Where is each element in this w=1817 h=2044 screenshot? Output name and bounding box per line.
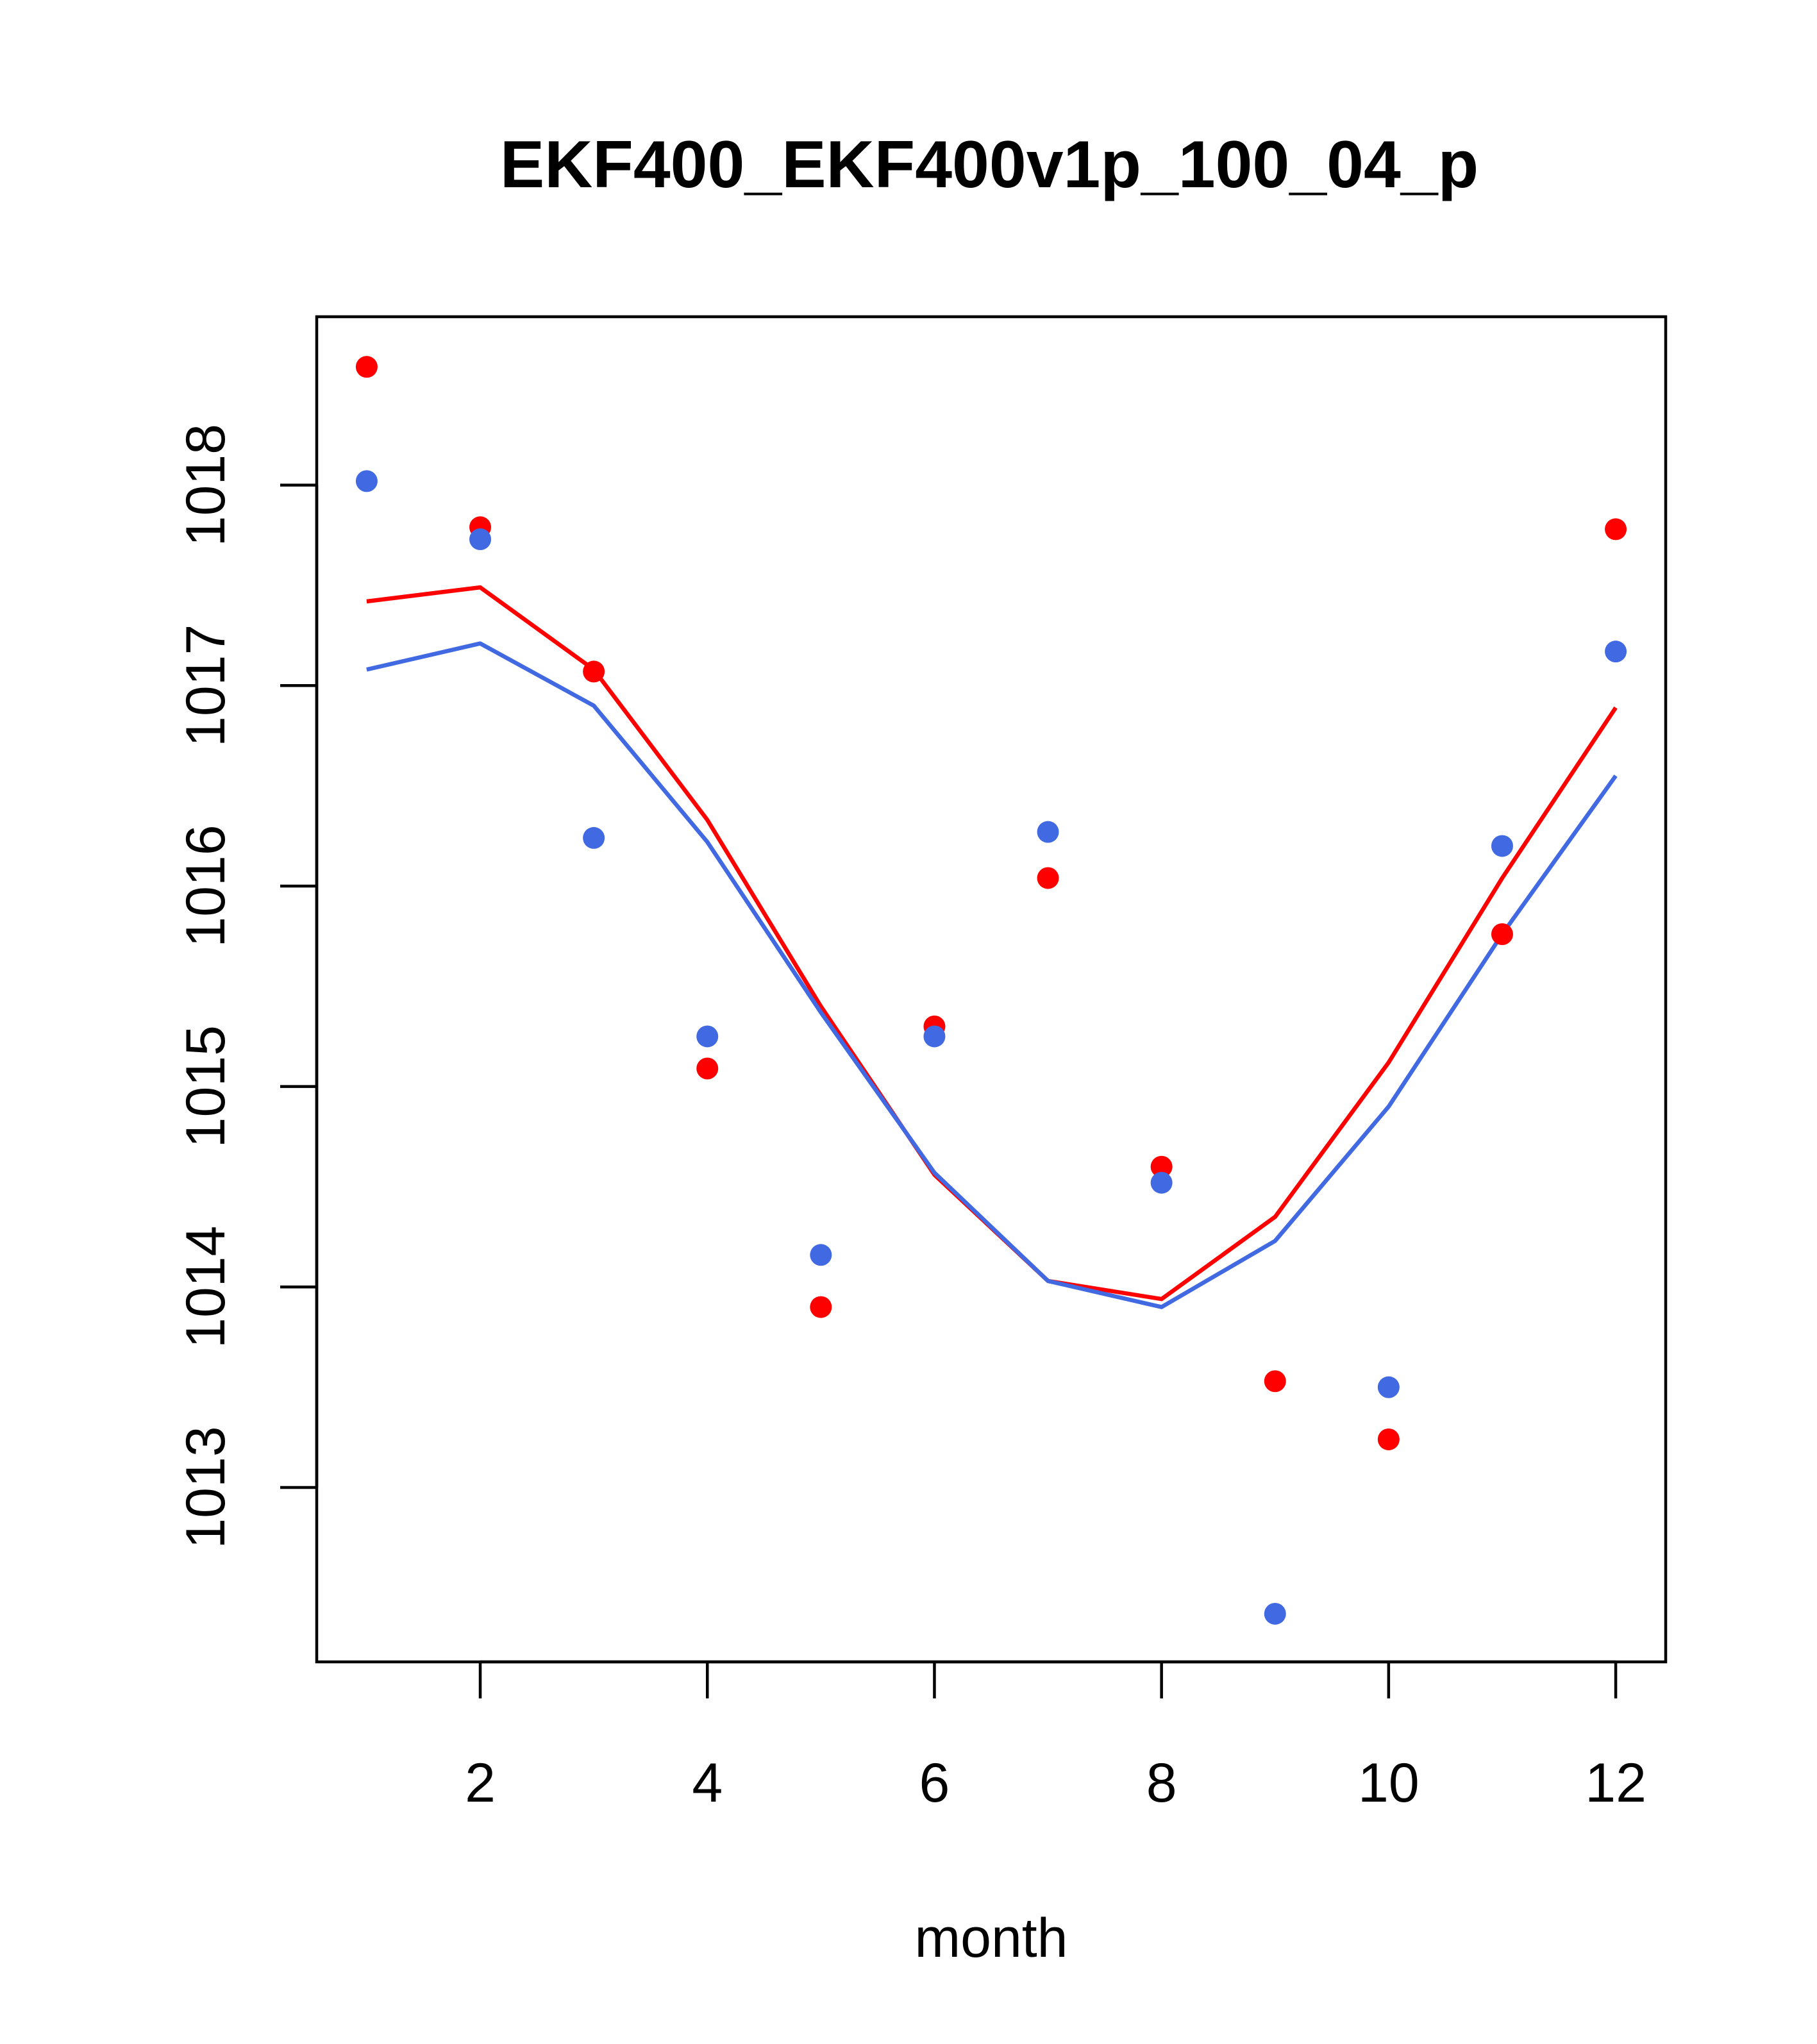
series-2-point bbox=[696, 1025, 719, 1048]
chart-title: EKF400_EKF400v1p_100_04_p bbox=[500, 128, 1478, 202]
series-2-point bbox=[810, 1244, 832, 1266]
series-2-point bbox=[1377, 1376, 1400, 1398]
y-tick-label: 1014 bbox=[175, 1226, 237, 1348]
series-1-point bbox=[1150, 1155, 1173, 1178]
y-tick-label: 1017 bbox=[175, 624, 237, 747]
series-1-point bbox=[1605, 518, 1627, 540]
x-tick-label: 4 bbox=[692, 1752, 723, 1814]
series-1-point bbox=[355, 356, 378, 378]
y-tick-label: 1015 bbox=[175, 1025, 237, 1148]
series-1-point bbox=[696, 1057, 719, 1080]
x-tick-label: 6 bbox=[919, 1752, 950, 1814]
series-2-point bbox=[1264, 1602, 1286, 1625]
series-2-point bbox=[1605, 641, 1627, 663]
series-2-line bbox=[366, 641, 1618, 1309]
series-2-point bbox=[583, 826, 605, 849]
series-2-point bbox=[1037, 821, 1059, 843]
x-tick-label: 10 bbox=[1358, 1752, 1419, 1814]
series-1-point bbox=[1037, 867, 1059, 889]
series-2-point bbox=[1491, 835, 1513, 857]
series-2-point bbox=[355, 470, 378, 492]
x-tick-label: 12 bbox=[1585, 1752, 1646, 1814]
x-axis-label: month bbox=[914, 1907, 1068, 1969]
series-2-point bbox=[923, 1025, 946, 1048]
x-tick-label: 2 bbox=[465, 1752, 496, 1814]
series-layer bbox=[355, 356, 1627, 1625]
y-tick-label: 1016 bbox=[175, 825, 237, 947]
series-2-point bbox=[469, 528, 492, 551]
y-tick-label: 1018 bbox=[175, 424, 237, 546]
series-2-point bbox=[1150, 1171, 1173, 1194]
series-1-line bbox=[366, 585, 1618, 1302]
y-tick-label: 1013 bbox=[175, 1426, 237, 1548]
series-1-point bbox=[583, 660, 605, 683]
x-axis: 2 4 6 8 10 12 bbox=[465, 1660, 1646, 1814]
series-1-point bbox=[1264, 1370, 1286, 1393]
y-axis: 1013 1014 1015 1016 1017 1018 bbox=[175, 424, 319, 1549]
series-1-point bbox=[1491, 923, 1513, 946]
series-1-point bbox=[810, 1296, 832, 1318]
series-1-point bbox=[1377, 1428, 1400, 1450]
x-tick-label: 8 bbox=[1146, 1752, 1177, 1814]
plot-frame bbox=[315, 315, 1668, 1664]
